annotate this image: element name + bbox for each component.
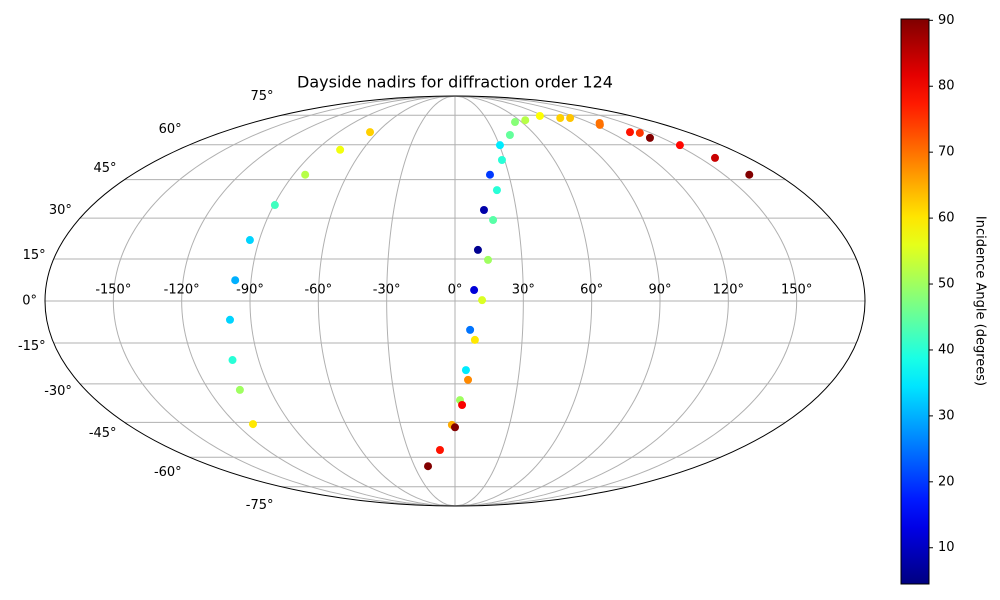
x-tick-label: -150° (95, 283, 131, 298)
point (479, 205, 488, 214)
y-tick-label: 60° (159, 122, 182, 137)
grid-line (249, 95, 456, 507)
colorbar-tick-label: 40 (938, 342, 955, 357)
grid-line (181, 95, 456, 507)
x-tick-label: 30° (512, 283, 535, 298)
point (745, 170, 754, 179)
point (595, 120, 604, 129)
point (270, 201, 279, 210)
colorbar-label: Incidence Angle (degrees) (973, 216, 988, 386)
grid-line (454, 95, 729, 507)
point (458, 400, 467, 409)
point (470, 335, 479, 344)
point (505, 130, 514, 139)
x-tick-label: 150° (781, 283, 812, 298)
point (235, 385, 244, 394)
point (248, 420, 257, 429)
x-tick-label: -30° (373, 283, 401, 298)
x-tick-label: -90° (236, 283, 264, 298)
grid-line (454, 95, 593, 507)
point (711, 153, 720, 162)
y-tick-label: 0° (22, 294, 37, 309)
point (225, 315, 234, 324)
point (461, 366, 470, 375)
y-tick-label: -75° (246, 498, 274, 513)
x-tick-label: 60° (580, 283, 603, 298)
point (366, 128, 375, 137)
y-tick-label: -30° (44, 384, 72, 399)
point (228, 356, 237, 365)
tick-labels: -75° -60° -45° -30° -15° 0° 15° 30° 45° 60° 75° -15… (18, 89, 812, 513)
x-tick-label: 90° (648, 283, 671, 298)
colorbar-tick-label: 80 (938, 79, 955, 94)
point (625, 128, 634, 137)
point (535, 111, 544, 120)
points (225, 111, 754, 471)
point (470, 286, 479, 295)
colorbar-tick-label: 10 (938, 540, 955, 555)
colorbar-tick-label: 20 (938, 474, 955, 489)
x-tick-label: 0° (448, 283, 463, 298)
x-tick-label: 120° (713, 283, 744, 298)
point (645, 133, 654, 142)
point (466, 325, 475, 334)
grid-line (386, 95, 456, 507)
point (497, 155, 506, 164)
point (635, 128, 644, 137)
colorbar-tick-label: 70 (938, 145, 955, 160)
y-tick-label: -15° (18, 339, 46, 354)
colorbar-tick-label: 50 (938, 277, 955, 292)
x-tick-label: -60° (304, 283, 332, 298)
grid-line (317, 95, 456, 507)
point (336, 145, 345, 154)
point (245, 236, 254, 245)
point (566, 114, 575, 123)
y-tick-label: 45° (94, 161, 117, 176)
point (489, 216, 498, 225)
point (478, 296, 487, 305)
grid-line (112, 95, 456, 507)
point (451, 423, 459, 432)
colorbar-body (900, 18, 930, 585)
chart-title: Dayside nadirs for diffraction order 124 (297, 73, 613, 92)
point (521, 116, 530, 125)
colorbar-tick-label: 60 (938, 211, 955, 226)
grid-line (454, 95, 661, 507)
y-tick-label: -60° (154, 465, 182, 480)
y-tick-label: 15° (23, 248, 46, 263)
point (473, 245, 482, 254)
point (424, 462, 433, 471)
point (495, 141, 504, 150)
point (435, 445, 444, 454)
x-tick-label: -120° (164, 283, 200, 298)
point (231, 276, 240, 285)
point (484, 255, 493, 264)
point (492, 186, 501, 195)
y-tick-label: 30° (49, 203, 72, 218)
point (464, 375, 473, 384)
map-outline (44, 95, 866, 507)
graticule (45, 95, 865, 507)
colorbar-tick-label: 90 (938, 13, 955, 28)
point (511, 118, 520, 127)
point (301, 170, 310, 179)
y-tick-label: 75° (250, 89, 273, 104)
point (675, 141, 684, 150)
colorbar: 10 20 30 40 50 60 70 80 90 (900, 13, 955, 585)
point (556, 114, 565, 123)
point (485, 170, 494, 179)
colorbar-tick-label: 30 (938, 408, 955, 423)
y-tick-label: -45° (89, 426, 117, 441)
